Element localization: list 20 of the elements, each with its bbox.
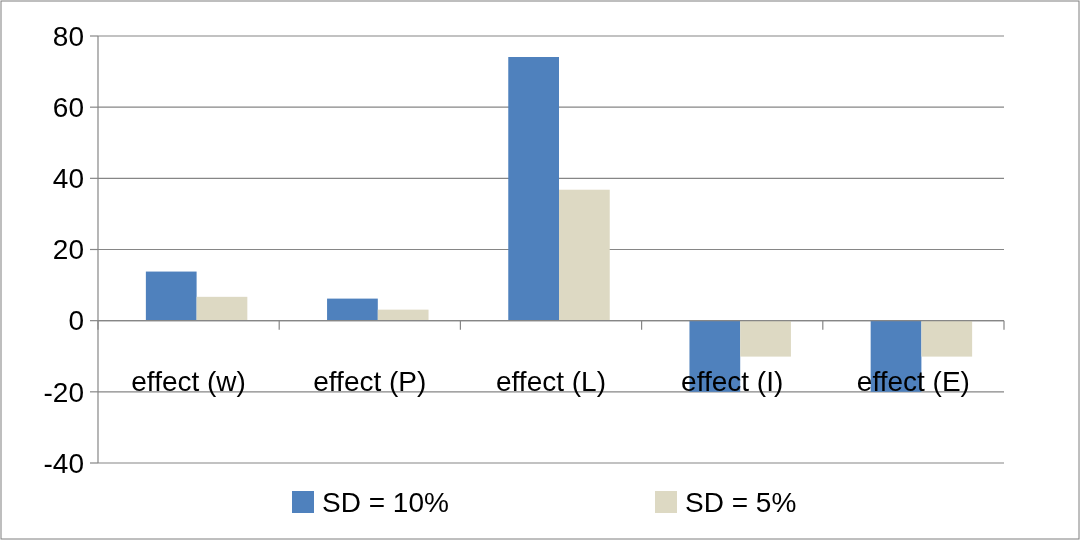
y-tick-label: -20	[43, 376, 84, 408]
legend-label: SD = 5%	[685, 486, 797, 518]
y-tick-label: 0	[68, 305, 84, 337]
bar	[921, 320, 973, 357]
legend-label: SD = 10%	[322, 486, 449, 518]
y-tick-label: 20	[52, 234, 84, 266]
x-tick-label: effect (w)	[131, 365, 246, 397]
bar	[196, 296, 248, 321]
y-tick-label: 80	[52, 20, 84, 52]
y-tick-label: -40	[43, 447, 84, 479]
y-tick-label: 40	[52, 163, 84, 195]
bar	[145, 271, 197, 321]
bar	[740, 320, 791, 357]
x-tick-label: effect (L)	[496, 365, 606, 397]
x-tick-label: effect (P)	[313, 365, 427, 397]
y-tick-label: 60	[52, 91, 84, 123]
bar	[327, 298, 378, 321]
bar	[377, 309, 429, 321]
bar	[508, 56, 559, 321]
bar	[559, 189, 610, 321]
